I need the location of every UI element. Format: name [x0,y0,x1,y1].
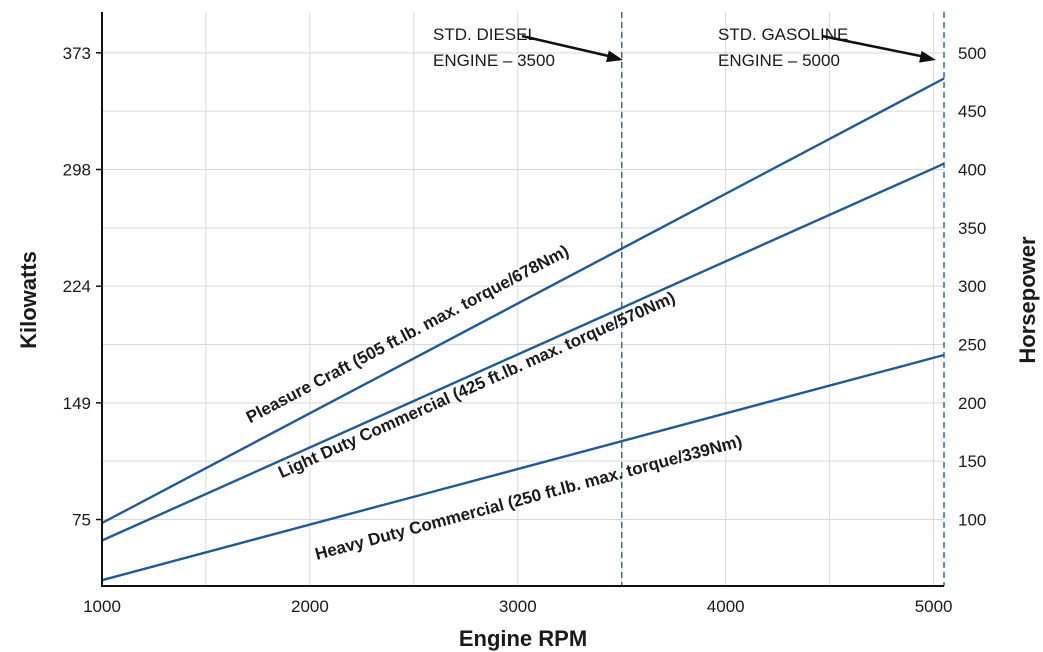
y-tick-label-right: 350 [958,219,986,238]
annotations: STD. DIESEL ENGINE – 3500 STD. GASOLINE ENG… [433,25,936,70]
reference-label-line2: ENGINE – 5000 [718,51,840,70]
y-tick-label-left: 75 [72,511,91,530]
y-tick-label-right: 200 [958,394,986,413]
y-tick-label-left: 298 [63,161,91,180]
x-tick-label: 1000 [83,597,121,616]
y-tick-label-left: 149 [63,394,91,413]
y-tick-label-right: 300 [958,277,986,296]
y-tick-label-right: 450 [958,102,986,121]
reference-arrowhead [606,50,623,63]
y-tick-label-right: 400 [958,161,986,180]
reference-arrowhead [919,50,936,63]
x-tick-label: 3000 [499,597,537,616]
y-tick-label-right: 250 [958,336,986,355]
y-tick-label-right: 150 [958,452,986,471]
x-tick-label: 5000 [915,597,953,616]
series-line-1 [101,77,945,525]
x-tick-label: 2000 [291,597,329,616]
y-tick-label-right: 100 [958,511,986,530]
series-lines [101,77,945,582]
series-label-1: Pleasure Craft (505 ft.lb. max. torque/6… [243,241,572,427]
series-label-2: Light Duty Commercial (425 ft.lb. max. t… [275,288,678,482]
series-line-2 [101,162,945,542]
series-line-3 [101,353,945,582]
axes [101,12,944,587]
x-tick-label: 4000 [707,597,745,616]
reference-lines [621,12,945,586]
grid [102,12,944,586]
y-axis-title-left: Kilowatts [16,251,41,349]
tick-labels: 1000 2000 3000 4000 5000 75 149 224 298 373 100 150… [63,44,987,616]
y-tick-label-left: 224 [63,277,91,296]
y-tick-label-right: 500 [958,44,986,63]
reference-label-line1: STD. GASOLINE [718,25,848,44]
y-tick-label-left: 373 [63,44,91,63]
y-axis-title-right: Horsepower [1015,236,1040,364]
series-label-3: Heavy Duty Commercial (250 ft.lb. max. t… [313,432,744,564]
reference-label-line2: ENGINE – 3500 [433,51,555,70]
reference-arrow [521,34,616,59]
reference-arrow [821,34,929,59]
x-axis-title: Engine RPM [459,626,587,651]
reference-label-line1: STD. DIESEL [433,25,537,44]
